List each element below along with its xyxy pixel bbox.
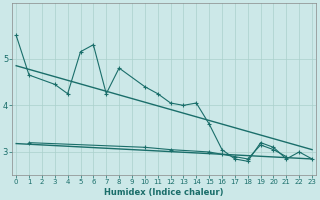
X-axis label: Humidex (Indice chaleur): Humidex (Indice chaleur)	[104, 188, 224, 197]
